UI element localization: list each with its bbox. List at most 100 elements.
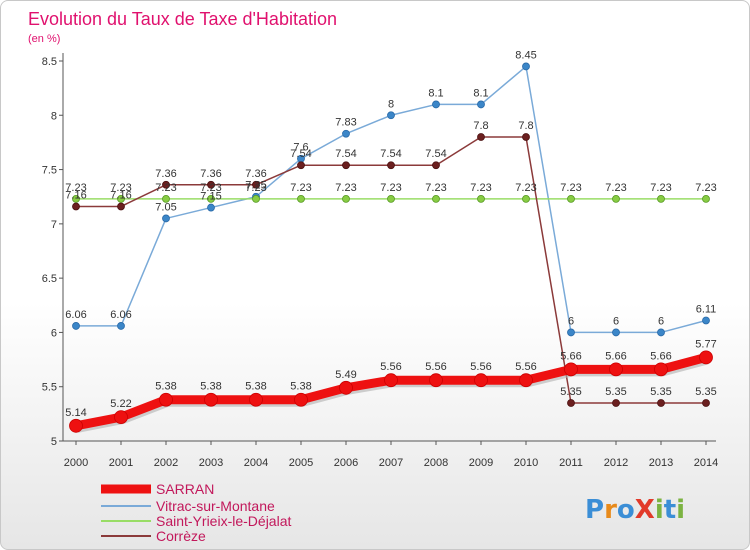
data-point: [117, 202, 125, 211]
data-label: 7.54: [335, 148, 356, 160]
chart-subtitle: (en %): [28, 33, 60, 45]
data-point: [387, 161, 395, 170]
logo-letter: t: [664, 495, 676, 525]
data-point: [609, 362, 623, 377]
data-label: 5.66: [560, 350, 581, 362]
data-point: [699, 350, 713, 365]
data-label: 7.23: [155, 182, 176, 194]
data-label: 7.23: [650, 182, 671, 194]
data-label: 6: [613, 315, 619, 327]
data-point: [252, 180, 260, 189]
data-label: 8.45: [515, 49, 536, 61]
data-label: 8.1: [428, 87, 443, 99]
data-point: [564, 362, 578, 377]
data-label: 5.38: [200, 381, 221, 393]
data-point: [657, 194, 665, 203]
data-label: 5.35: [560, 386, 581, 398]
data-point: [522, 62, 530, 71]
data-label: 7.8: [518, 120, 533, 132]
x-tick-label: 2004: [244, 457, 268, 469]
legend-label: SARRAN: [156, 481, 214, 497]
data-point: [432, 100, 440, 109]
data-point: [657, 328, 665, 337]
data-label: 7.23: [245, 182, 266, 194]
data-point: [114, 410, 128, 425]
x-tick-label: 2006: [334, 457, 358, 469]
data-point: [702, 316, 710, 325]
x-tick-label: 2000: [64, 457, 88, 469]
legend-label: Corrèze: [156, 528, 206, 544]
data-point: [339, 380, 353, 395]
x-tick-label: 2014: [694, 457, 718, 469]
data-point: [342, 129, 350, 138]
data-label: 7.23: [425, 182, 446, 194]
data-label: 5.14: [65, 407, 86, 419]
data-point: [567, 399, 575, 407]
x-tick-label: 2008: [424, 457, 448, 469]
data-label: 5.35: [695, 386, 716, 398]
x-tick-label: 2011: [559, 457, 583, 469]
data-point: [612, 399, 620, 407]
proxiti-logo: ProXiti: [585, 495, 685, 525]
data-point: [207, 194, 215, 203]
data-label: 5.35: [605, 386, 626, 398]
data-point: [159, 392, 173, 407]
data-point: [474, 373, 488, 388]
x-tick-label: 2009: [469, 457, 493, 469]
y-tick-label: 5.5: [42, 382, 57, 394]
data-point: [519, 373, 533, 388]
data-point: [522, 194, 530, 203]
logo-letter: o: [617, 495, 635, 525]
data-labels: 6.06 6.06 7.05 7.15 7.25 7.6 7.83 8 8.1 8.1 8.45 6 6…: [65, 49, 716, 418]
data-label: 7.23: [200, 182, 221, 194]
y-tick-label: 7.5: [42, 165, 57, 177]
data-point: [567, 194, 575, 203]
y-tick-label: 8: [51, 110, 57, 122]
y-tick-label: 6: [51, 327, 57, 339]
chart-title: Evolution du Taux de Taxe d'Habitation: [28, 9, 337, 29]
data-point: [477, 100, 485, 109]
logo-letter: i: [676, 495, 685, 525]
data-point: [654, 362, 668, 377]
data-label: 5.56: [470, 361, 491, 373]
data-label: 7.23: [110, 182, 131, 194]
y-tick-label: 7: [51, 219, 57, 231]
data-label: 7.15: [200, 191, 221, 203]
data-point: [162, 214, 170, 223]
data-label: 7.16: [110, 189, 131, 201]
x-tick-label: 2012: [604, 457, 628, 469]
data-label: 7.23: [695, 182, 716, 194]
data-point: [432, 161, 440, 170]
data-point: [567, 328, 575, 337]
data-point: [432, 194, 440, 203]
y-tick-label: 6.5: [42, 273, 57, 285]
data-point: [297, 161, 305, 170]
data-point: [207, 203, 215, 212]
data-label: 7.23: [605, 182, 626, 194]
data-label: 6.11: [696, 303, 717, 315]
legend-label: Vitrac-sur-Montane: [156, 498, 275, 514]
data-point: [117, 194, 125, 203]
data-label: 5.66: [605, 350, 626, 362]
logo-letter: i: [655, 495, 664, 525]
data-label: 7.36: [155, 168, 176, 180]
data-label: 7.23: [560, 182, 581, 194]
data-label: 7.25: [245, 180, 266, 192]
logo-letter: X: [635, 495, 655, 525]
data-label: 5.22: [110, 398, 131, 410]
data-point: [162, 180, 170, 189]
data-label: 7.16: [65, 189, 86, 201]
data-label: 7.23: [380, 182, 401, 194]
data-point: [249, 392, 263, 407]
x-tick-label: 2005: [289, 457, 313, 469]
data-point: [657, 399, 665, 407]
data-point: [387, 111, 395, 120]
data-label: 5.56: [425, 361, 446, 373]
data-point: [477, 194, 485, 203]
data-point: [69, 418, 83, 433]
data-label: 8.1: [473, 87, 488, 99]
data-point: [612, 328, 620, 337]
legend-label: Saint-Yrieix-le-Déjalat: [156, 513, 291, 529]
x-tick-label: 2007: [379, 457, 403, 469]
